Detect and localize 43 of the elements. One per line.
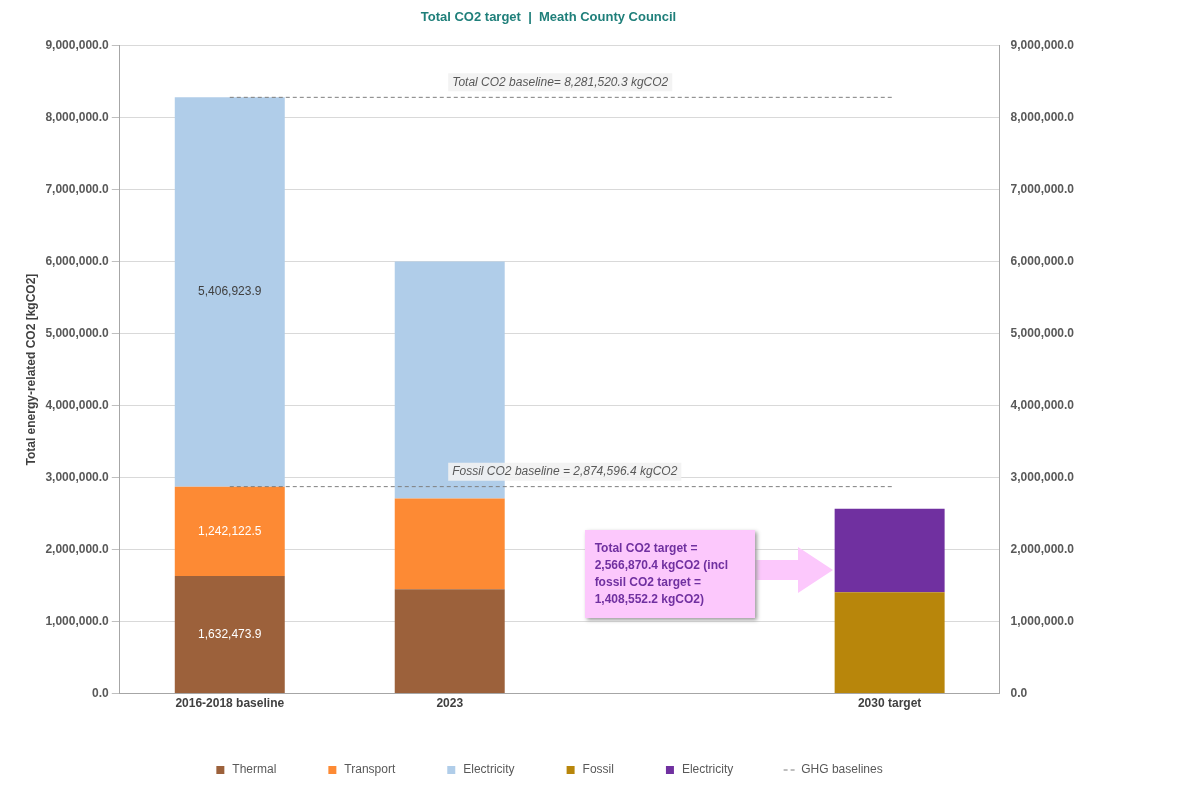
y2-tick-label: 2,000,000.0: [1010, 541, 1075, 556]
x-tick-label: 2023: [436, 696, 464, 711]
bar: [394, 589, 505, 694]
y2-tick-label: 5,000,000.0: [1010, 325, 1075, 340]
chart-title: Total CO2 target | Meath County Council: [420, 9, 677, 25]
annotation: Total CO2 target = 2,566,870.4 kgCO2 (incl fossil CO2 target = 1,408,552.2 kgCO2): [584, 529, 755, 618]
data-label: 1,632,473.9: [198, 626, 262, 641]
y2-tick-label: 6,000,000.0: [1010, 253, 1075, 268]
legend-label: Fossil: [582, 762, 614, 777]
bar: [174, 576, 285, 694]
y2-tick-label: 1,000,000.0: [1010, 613, 1075, 628]
bar: [394, 498, 505, 590]
ref-line-label: Total CO2 baseline= 8,281,520.3 kgCO2: [452, 74, 669, 89]
y-tick-label: 1,000,000.0: [45, 613, 110, 628]
y2-tick-label: 4,000,000.0: [1010, 397, 1075, 412]
y-tick-label: 2,000,000.0: [45, 541, 110, 556]
bar: [834, 592, 945, 694]
y-tick-label: 5,000,000.0: [45, 325, 110, 340]
legend-label: Electricity: [463, 762, 515, 777]
y-tick-label: 0.0: [92, 685, 110, 700]
ref-line-label: Fossil CO2 baseline = 2,874,596.4 kgCO2: [452, 463, 678, 478]
y-tick-label: 6,000,000.0: [45, 253, 110, 268]
legend-label: Thermal: [232, 762, 277, 777]
y2-tick-label: 3,000,000.0: [1010, 469, 1075, 484]
x-tick-label: 2030 target: [857, 696, 922, 711]
data-label: 5,406,923.9: [198, 284, 262, 299]
y2-tick-label: 0.0: [1010, 685, 1028, 700]
bar: [174, 97, 285, 487]
y-tick-label: 4,000,000.0: [45, 397, 110, 412]
y-tick-label: 3,000,000.0: [45, 469, 110, 484]
data-label: 1,242,122.5: [198, 523, 262, 538]
legend-label: Electricity: [681, 762, 734, 777]
y-tick-label: 7,000,000.0: [45, 181, 110, 196]
y2-tick-label: 8,000,000.0: [1010, 109, 1075, 124]
legend-label: Transport: [344, 762, 396, 777]
bar: [174, 486, 285, 577]
text: GHG baselines: [801, 762, 883, 777]
y2-tick-label: 7,000,000.0: [1010, 181, 1075, 196]
y-axis-title: Total energy-related CO2 [kgCO2]: [23, 273, 38, 466]
y-tick-label: 8,000,000.0: [45, 109, 110, 124]
x-tick-label: 2016-2018 baseline: [175, 696, 285, 711]
y2-tick-label: 9,000,000.0: [1010, 37, 1075, 52]
y-tick-label: 9,000,000.0: [45, 37, 110, 52]
